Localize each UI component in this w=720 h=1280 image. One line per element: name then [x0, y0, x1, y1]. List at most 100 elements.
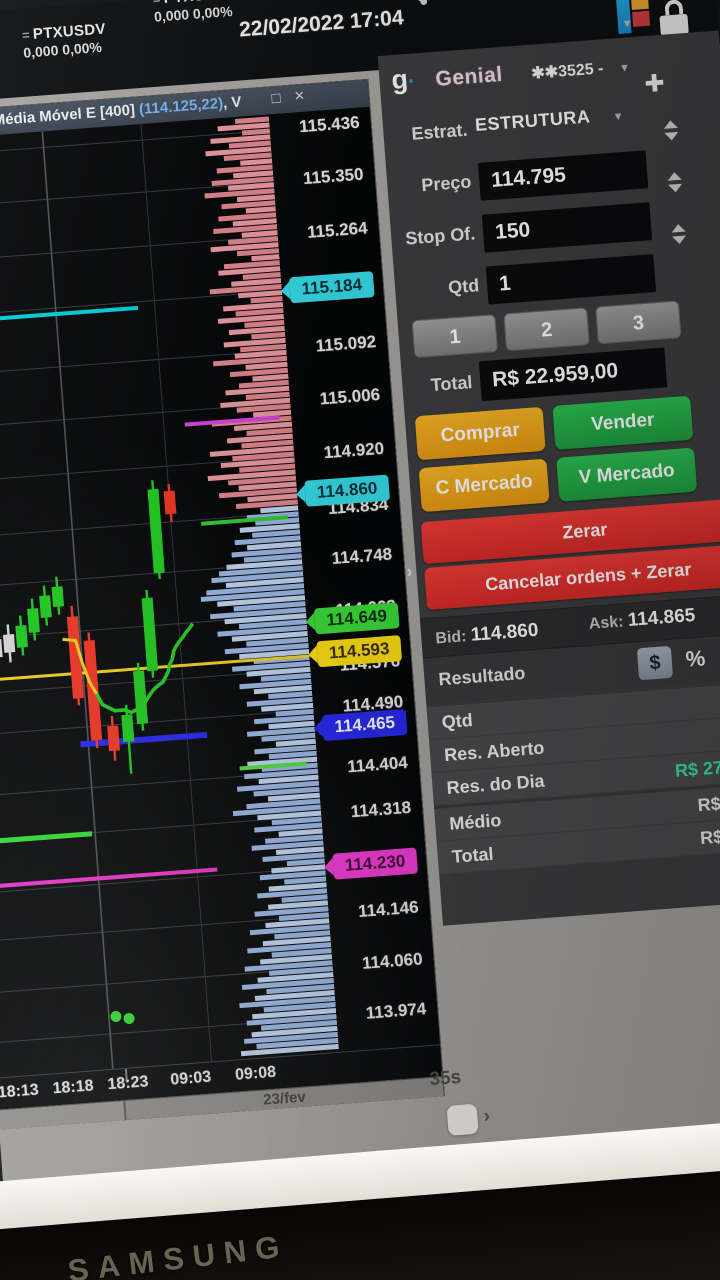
volume-profile-bar — [238, 379, 290, 389]
price-field[interactable]: 114.795 — [477, 150, 649, 201]
volume-profile-bar — [252, 529, 301, 538]
volume-profile-bar — [235, 307, 284, 317]
candle-body — [107, 725, 120, 752]
venda-mercado-button[interactable]: V Mercado — [556, 447, 698, 502]
volume-profile-bar — [249, 924, 330, 936]
volume-profile-bar — [241, 978, 335, 990]
volume-profile-bar — [228, 140, 272, 149]
ticker-ptxusdv-2[interactable]: =PTXUSDV 0,000 0,00% — [152, 0, 238, 25]
chevron-right-icon[interactable]: › — [482, 1104, 491, 1128]
stop-offset-field[interactable]: 150 — [481, 202, 653, 253]
volume-profile-bar — [224, 642, 309, 655]
price-tag-blue[interactable]: 114.465 — [321, 708, 408, 742]
volume-profile-bar — [239, 996, 336, 1009]
volume-profile-bar — [244, 960, 333, 972]
quantity-field[interactable]: 1 — [485, 254, 657, 305]
screenshot-icon[interactable] — [438, 0, 466, 1]
ask-value: 114.865 — [627, 604, 697, 631]
volume-profile-bar — [253, 684, 312, 695]
lock-icon[interactable] — [658, 0, 691, 37]
chevron-down-icon[interactable]: ▾ — [620, 59, 629, 75]
ma-line-yellow — [62, 637, 98, 695]
volume-profile-bar — [260, 954, 333, 965]
volume-profile-bar — [263, 1001, 336, 1013]
order-panel: g· Genial ✱✱3525 - ▾ ✚ Estrat. ESTRUTURA… — [377, 30, 720, 926]
row-label: Res. do Dia — [445, 770, 546, 799]
maximize-icon[interactable]: □ — [270, 89, 282, 108]
share-icon[interactable] — [402, 0, 430, 8]
candle-body — [0, 639, 3, 658]
volume-profile-bar — [271, 864, 326, 874]
gridline-h — [0, 349, 287, 377]
volume-profile-bar — [271, 816, 322, 826]
volume-profile-bar — [242, 272, 281, 280]
qty-preset-2-button[interactable]: 2 — [503, 307, 590, 352]
gridline-h — [0, 129, 270, 157]
volume-profile-bar — [218, 266, 281, 276]
comprar-button[interactable]: Comprar — [414, 406, 546, 461]
volume-profile-bar — [265, 834, 324, 844]
gridline-h — [0, 402, 291, 430]
qty-preset-3-button[interactable]: 3 — [595, 300, 682, 345]
field-label: Qtd — [447, 275, 480, 298]
compra-mercado-button[interactable]: C Mercado — [418, 458, 550, 513]
volume-profile-bar — [278, 912, 330, 921]
price-tag-cyan[interactable]: 115.184 — [288, 271, 375, 304]
volume-profile-bar — [240, 1043, 339, 1057]
volume-profile-bar — [238, 289, 283, 299]
price-axis-label: 115.350 — [302, 164, 365, 189]
gridline-h — [0, 866, 326, 894]
volume-profile-bar — [262, 936, 331, 947]
volume-profile-bar — [231, 631, 308, 642]
currency-toggle-button[interactable]: $ — [636, 645, 674, 681]
price-tag-green[interactable]: 114.649 — [313, 602, 400, 635]
close-icon[interactable]: × — [293, 85, 306, 106]
volume-profile-bar — [211, 571, 304, 584]
percent-toggle-button[interactable]: % — [684, 645, 707, 672]
volume-profile-bar — [206, 583, 305, 596]
qty-preset-1-button[interactable]: 1 — [411, 314, 499, 359]
ticker-ptxusdv-1[interactable]: = PTXUSDV 0,000 0,00% — [21, 20, 107, 60]
volume-profile-bar — [267, 792, 321, 802]
chart-plot-area[interactable]: 115.436 115.350 115.264 115.184 115.092 115.0… — [0, 106, 440, 1078]
chevron-down-icon[interactable]: ▾ — [614, 108, 622, 124]
volume-profile-bar — [252, 1007, 337, 1020]
price-level-line — [184, 415, 280, 427]
volume-profile-bar — [235, 499, 299, 510]
volume-profile-bar — [210, 242, 279, 253]
price-level-line — [239, 761, 307, 771]
candlestick-chart[interactable] — [0, 114, 339, 1077]
resultado-label: Resultado — [437, 662, 527, 690]
volume-profile-bar — [232, 804, 321, 817]
ticker-bar: ETR4 -0,32% =PTXUSDV 0,000 0,00% =PTXUSD… — [0, 0, 720, 105]
account-selector[interactable]: ✱✱3525 - — [530, 60, 605, 83]
row-value: R$ 0,00 — [699, 823, 720, 849]
book-icon[interactable] — [613, 0, 652, 35]
price-tag-magenta[interactable]: 114.230 — [332, 847, 419, 880]
volume-profile-bar — [200, 589, 305, 602]
volume-profile-bar — [268, 720, 315, 730]
volume-profile-bar — [224, 613, 307, 625]
volume-profile-bar — [265, 918, 330, 929]
volume-profile-bar — [239, 678, 312, 690]
volume-profile-bar — [225, 385, 290, 396]
scroll-right-button[interactable] — [446, 1103, 479, 1136]
volume-profile-bar — [247, 756, 318, 767]
vender-button[interactable]: Vender — [552, 395, 694, 450]
strategy-dropdown[interactable]: ESTRUTURA — [474, 106, 592, 136]
price-axis-label: 115.092 — [314, 332, 377, 356]
panel-collapse-icon[interactable]: › — [405, 561, 414, 582]
volume-profile-bar — [246, 427, 293, 437]
volume-profile-bar — [218, 212, 277, 222]
volume-profile-bar — [223, 337, 286, 348]
volume-profile-bar — [217, 625, 308, 637]
volume-profile-bar — [266, 984, 335, 995]
chevron-down-icon[interactable]: ▾ — [623, 15, 631, 31]
candle-body — [39, 595, 52, 618]
price-axis-label: 114.920 — [323, 438, 385, 463]
gridline-v — [41, 131, 114, 1069]
dash-icon: = — [21, 27, 31, 43]
volume-profile-bar — [240, 158, 273, 166]
dash-icon: = — [152, 0, 161, 7]
